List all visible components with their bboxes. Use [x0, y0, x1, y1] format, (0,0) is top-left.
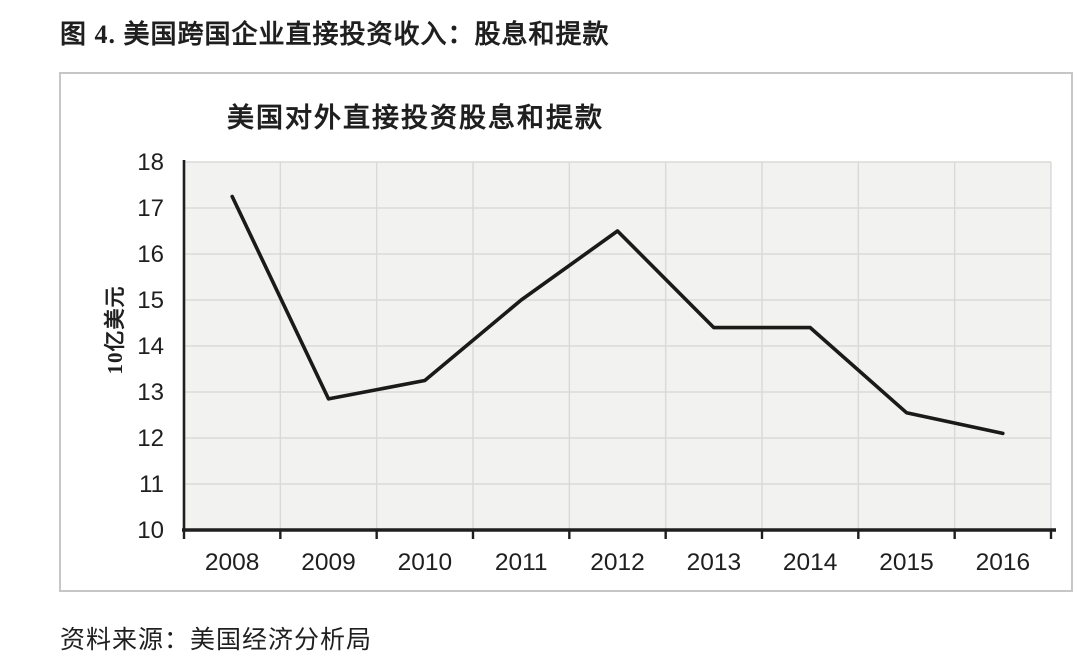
y-tick-label: 16 — [137, 241, 164, 268]
x-tick-label: 2011 — [495, 549, 548, 576]
x-tick-label: 2012 — [590, 549, 645, 576]
x-tick-label: 2008 — [205, 549, 260, 576]
y-tick-label: 18 — [137, 149, 164, 176]
y-tick-label: 11 — [139, 471, 164, 498]
chart-title: 美国对外直接投资股息和提款 — [227, 103, 604, 133]
y-tick-label: 17 — [137, 195, 164, 222]
y-tick-label: 10 — [137, 517, 164, 544]
x-tick-label: 2009 — [301, 549, 356, 576]
x-tick-label: 2013 — [687, 549, 742, 576]
x-tick-label: 2015 — [879, 549, 934, 576]
data-series-line — [230, 194, 1005, 436]
chart-frame: 10 11 12 13 14 15 16 17 18 2008 2009 2010 2011 2012 20… — [59, 72, 1073, 592]
y-tick-label: 15 — [137, 287, 164, 314]
x-tick-label: 2014 — [783, 549, 838, 576]
source-note: 资料来源：美国经济分析局 — [60, 627, 373, 654]
line-chart-plot: 10 11 12 13 14 15 16 17 18 2008 2009 2010 2011 2012 20… — [137, 149, 1056, 576]
x-tick-label: 2010 — [398, 549, 453, 576]
y-axis-title: 10亿美元 — [103, 285, 127, 375]
y-tick-label: 12 — [137, 425, 164, 452]
y-tick-label: 13 — [137, 379, 164, 406]
x-tick-label: 2016 — [976, 549, 1031, 576]
y-tick-label: 14 — [137, 333, 164, 360]
figure-caption: 图 4. 美国跨国企业直接投资收入：股息和提款 — [60, 20, 610, 49]
